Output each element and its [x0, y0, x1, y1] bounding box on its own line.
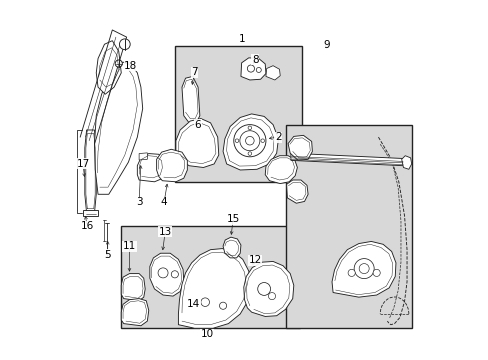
- Circle shape: [372, 269, 380, 276]
- Polygon shape: [156, 149, 187, 182]
- Polygon shape: [244, 261, 293, 316]
- Circle shape: [233, 125, 265, 157]
- Polygon shape: [121, 274, 145, 301]
- Polygon shape: [265, 66, 280, 80]
- Polygon shape: [149, 253, 183, 296]
- Circle shape: [261, 139, 264, 143]
- Text: 14: 14: [187, 299, 200, 309]
- Polygon shape: [223, 237, 241, 258]
- Polygon shape: [286, 180, 307, 203]
- Bar: [121, 226, 299, 328]
- Polygon shape: [182, 76, 200, 123]
- Circle shape: [347, 269, 354, 276]
- Text: 12: 12: [248, 255, 261, 265]
- Text: 17: 17: [76, 159, 89, 169]
- Text: 4: 4: [161, 197, 167, 207]
- Text: 5: 5: [104, 250, 111, 260]
- Bar: [175, 46, 301, 182]
- Polygon shape: [139, 153, 147, 160]
- Circle shape: [268, 293, 275, 300]
- Circle shape: [245, 136, 254, 145]
- Circle shape: [171, 271, 178, 278]
- Polygon shape: [287, 135, 312, 160]
- Text: 8: 8: [251, 55, 258, 65]
- Circle shape: [247, 152, 251, 156]
- Circle shape: [256, 67, 261, 72]
- Polygon shape: [178, 249, 250, 328]
- Text: 11: 11: [122, 241, 136, 251]
- Polygon shape: [401, 156, 411, 169]
- Text: 7: 7: [191, 67, 198, 77]
- Bar: [285, 125, 411, 328]
- Text: 15: 15: [226, 214, 239, 224]
- Polygon shape: [137, 154, 165, 182]
- Text: 10: 10: [200, 329, 213, 339]
- Polygon shape: [94, 62, 142, 194]
- Circle shape: [240, 131, 259, 151]
- Circle shape: [353, 258, 373, 279]
- Circle shape: [247, 65, 254, 72]
- Polygon shape: [223, 114, 278, 170]
- Text: 2: 2: [274, 132, 281, 142]
- Circle shape: [158, 268, 168, 278]
- Text: 13: 13: [158, 227, 171, 237]
- Circle shape: [201, 298, 209, 306]
- Polygon shape: [84, 130, 96, 213]
- Polygon shape: [331, 242, 395, 297]
- Polygon shape: [241, 58, 265, 80]
- Polygon shape: [96, 41, 121, 94]
- Polygon shape: [290, 153, 405, 166]
- Circle shape: [358, 264, 368, 274]
- Text: 9: 9: [323, 40, 329, 50]
- Polygon shape: [264, 156, 297, 184]
- Polygon shape: [121, 298, 148, 326]
- Circle shape: [115, 60, 122, 67]
- Circle shape: [235, 139, 238, 143]
- Circle shape: [247, 126, 251, 130]
- Text: 18: 18: [124, 61, 137, 71]
- Circle shape: [119, 39, 130, 50]
- Circle shape: [257, 283, 270, 296]
- Text: 1: 1: [238, 34, 244, 44]
- Text: 6: 6: [194, 120, 201, 130]
- Polygon shape: [83, 210, 98, 216]
- Text: 16: 16: [81, 221, 94, 231]
- Text: 3: 3: [136, 197, 142, 207]
- Circle shape: [219, 302, 226, 309]
- Polygon shape: [176, 118, 218, 167]
